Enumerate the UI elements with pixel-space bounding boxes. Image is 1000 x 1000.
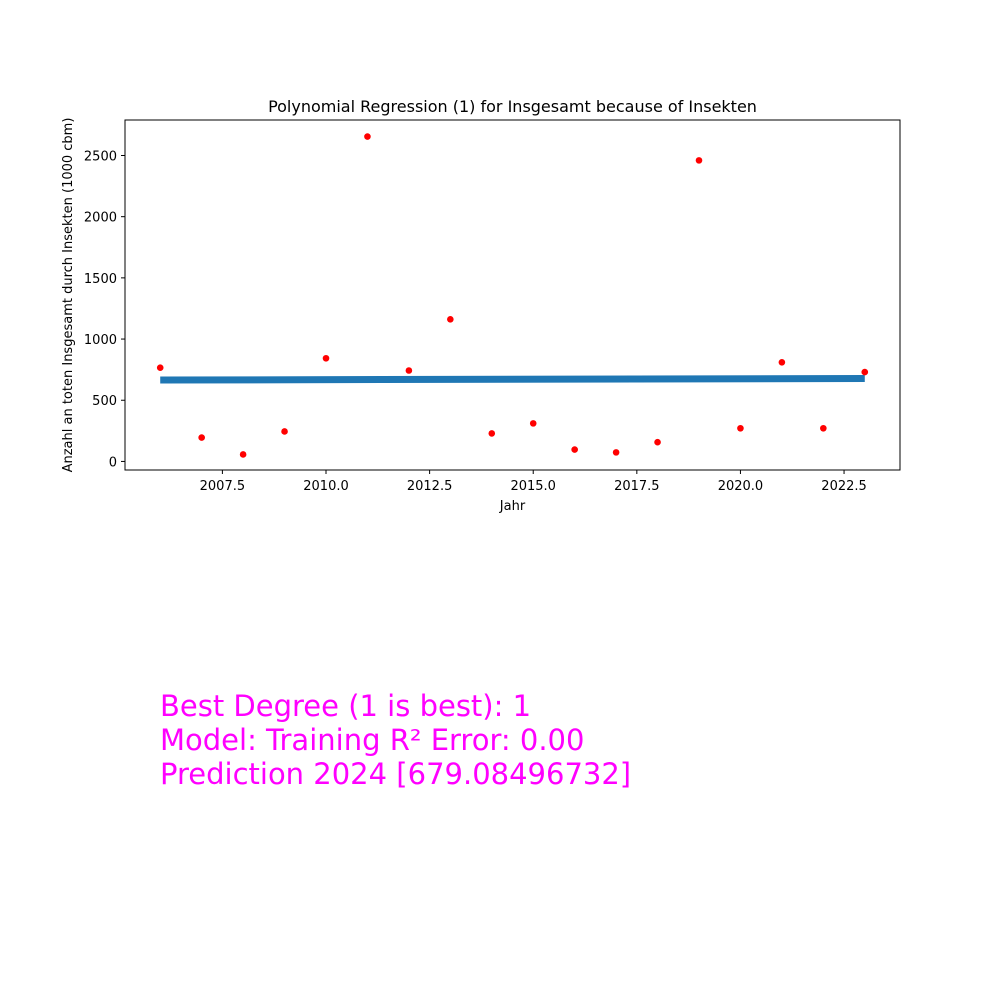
data-point [364, 133, 371, 140]
chart-title: Polynomial Regression (1) for Insgesamt … [268, 97, 757, 116]
data-point [861, 368, 869, 376]
y-tick-label: 1500 [84, 272, 117, 287]
x-tick-label: 2012.5 [407, 479, 453, 494]
y-axis-label: Anzahl an toten Insgesamt durch Insekten… [61, 118, 76, 473]
data-point [695, 157, 703, 164]
x-axis-label: Jahr [499, 499, 526, 514]
data-point [405, 367, 413, 374]
regression-line [160, 374, 865, 384]
best-degree-text: Best Degree (1 is best): 1 [160, 689, 532, 723]
y-tick-label: 2500 [84, 149, 117, 164]
data-point [820, 424, 827, 432]
model-summary: Best Degree (1 is best): 1 Model: Traini… [160, 689, 631, 791]
prediction-text: Prediction 2024 [679.08496732] [160, 757, 632, 791]
data-point [529, 420, 537, 427]
x-tick-label: 2017.5 [614, 479, 660, 494]
y-tick-label: 1000 [84, 333, 117, 348]
y-tick-label: 2000 [84, 211, 117, 226]
data-point [156, 364, 164, 371]
plot-frame [124, 119, 901, 471]
x-tick-label: 2015.0 [510, 479, 556, 494]
x-tick-label: 2010.0 [303, 479, 349, 494]
data-point [447, 316, 454, 323]
data-point [488, 430, 496, 437]
data-point [571, 446, 578, 453]
data-point [198, 434, 205, 441]
x-tick-label: 2007.5 [200, 479, 246, 494]
x-tick-label: 2022.5 [821, 479, 867, 494]
plot-area: 2007.5 2010.0 2012.5 2015.0 2017.5 2020.0 2022… [84, 133, 869, 494]
data-point [778, 359, 786, 366]
data-point [737, 424, 744, 432]
data-point [654, 438, 661, 446]
data-point [281, 428, 288, 435]
data-point [612, 449, 620, 456]
training-error-text: Model: Training R² Error: 0.00 [160, 723, 585, 757]
data-point [239, 451, 247, 458]
y-tick-label: 0 [109, 455, 117, 470]
data-point [322, 354, 330, 362]
x-tick-label: 2020.0 [718, 479, 764, 494]
y-tick-label: 500 [92, 394, 117, 409]
